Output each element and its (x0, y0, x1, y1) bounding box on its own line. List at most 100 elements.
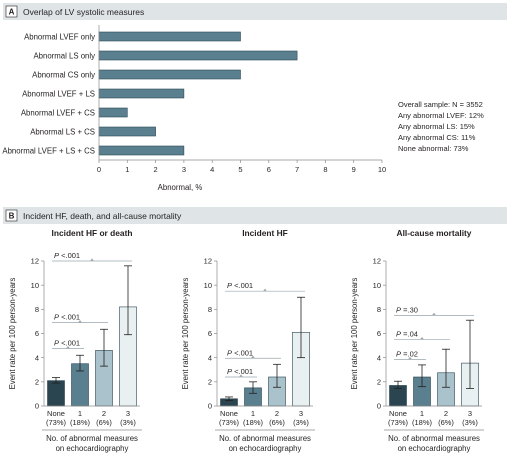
bar (98, 69, 241, 80)
x-category-label: None (220, 409, 238, 418)
bracket-marker (432, 312, 436, 316)
x-category-label: None (389, 409, 407, 418)
p-value-label: P <.001 (54, 339, 80, 348)
y-tick-label: 8 (377, 305, 381, 314)
bracket-marker (66, 346, 70, 349)
y-tick-label: 10 (373, 281, 381, 290)
panel-b-letter-box (5, 209, 18, 222)
x-axis-title-line: No. of abnormal measures (388, 434, 480, 443)
x-tick-label: 5 (238, 165, 242, 174)
panel-a-chart: Abnormal LVEF only Abnormal LS only Abnorm… (2, 25, 386, 174)
bracket-marker (263, 288, 267, 291)
x-tick-label: 6 (267, 165, 271, 174)
p-value-label: P =.02 (396, 349, 418, 358)
x-category-label: 3 (126, 409, 130, 418)
bar (98, 145, 185, 156)
x-category-label: 1 (420, 409, 424, 418)
p-value-label: P =.04 (396, 330, 418, 339)
bracket-marker (90, 258, 94, 261)
summary-line: None abnormal: 73% (398, 144, 469, 153)
x-tick-label: 3 (182, 165, 186, 174)
bar (98, 31, 241, 42)
bar (98, 107, 128, 118)
x-axis-title-line: on echocardiography (56, 444, 129, 453)
y-tick-label: 6 (377, 329, 381, 338)
y-tick-label: 4 (208, 353, 212, 362)
x-category-sublabel: (3%) (120, 418, 136, 427)
y-axis-label: Event rate per 100 person-years (8, 277, 17, 389)
x-category-sublabel: (73%) (46, 418, 67, 427)
x-category-label: 3 (299, 409, 303, 418)
y-axis-label: Event rate per 100 person-years (181, 277, 190, 389)
x-tick-label: 10 (378, 165, 386, 174)
panel-b-header: B Incident HF, death, and all-cause mort… (3, 207, 507, 224)
x-category-label: 2 (444, 409, 448, 418)
y-tick-label: 10 (204, 281, 212, 290)
x-category-sublabel: (18%) (70, 418, 91, 427)
bar (98, 50, 298, 61)
panel-a-header-band (3, 3, 507, 20)
bar-category-label: Abnormal LVEF only (24, 32, 95, 41)
y-tick-label: 0 (35, 402, 39, 411)
y-tick-label: 4 (377, 353, 381, 362)
y-tick-label: 12 (31, 257, 39, 266)
x-category-sublabel: (73%) (388, 418, 409, 427)
bar-category-label: Abnormal LS + CS (30, 127, 95, 136)
y-tick-label: 8 (208, 305, 212, 314)
panel-b-chart-mortality: All-cause mortality 0 2 4 6 8 10 12 Event rate p… (350, 228, 484, 453)
summary-line: Any abnormal LVEF: 12% (398, 111, 484, 120)
panel-a-header-text: Overlap of LV systolic measures (23, 7, 144, 17)
bar-category-label: Abnormal LVEF + LS (22, 89, 95, 98)
bracket-marker (239, 374, 243, 377)
panel-a-x-axis-label: Abnormal, % (158, 183, 203, 192)
p-value-label: P <.001 (54, 313, 80, 322)
y-tick-label: 10 (31, 281, 39, 290)
x-category-label: 2 (102, 409, 106, 418)
bracket-marker (420, 336, 424, 340)
p-value-label: P <.001 (54, 251, 80, 260)
x-axis-title-line: No. of abnormal measures (219, 434, 311, 443)
bracket-marker (251, 355, 255, 358)
panel-a-summary: Overall sample: N = 3552 Any abnormal LV… (398, 100, 484, 153)
bar (47, 380, 65, 407)
x-category-sublabel: (3%) (293, 418, 309, 427)
y-axis-label: Event rate per 100 person-years (350, 277, 359, 389)
panel-b-header-band (3, 207, 507, 224)
bracket-marker (408, 356, 412, 360)
summary-line: Any abnormal LS: 15% (398, 122, 475, 131)
y-tick-label: 8 (35, 305, 39, 314)
p-value-label: P <.001 (227, 348, 253, 357)
summary-line: Any abnormal CS: 11% (398, 133, 476, 142)
chart-title: Incident HF or death (52, 228, 133, 238)
y-tick-label: 2 (35, 377, 39, 386)
bar-category-label: Abnormal LVEF + CS (21, 108, 95, 117)
bar-category-label: Abnormal LVEF + LS + CS (2, 146, 95, 155)
panel-b-header-text: Incident HF, death, and all-cause mortal… (23, 211, 182, 221)
y-tick-label: 6 (208, 329, 212, 338)
x-tick-label: 2 (154, 165, 158, 174)
y-tick-label: 0 (377, 402, 381, 411)
x-axis-title-line: No. of abnormal measures (46, 434, 138, 443)
summary-line: Overall sample: N = 3552 (398, 100, 483, 109)
panel-a-letter: A (9, 8, 15, 17)
p-value-label: P =.30 (396, 305, 418, 314)
x-category-label: 1 (251, 409, 255, 418)
bracket-marker (78, 320, 82, 323)
y-tick-label: 12 (373, 257, 381, 266)
x-category-label: 3 (468, 409, 472, 418)
bar-category-label: Abnormal CS only (32, 70, 95, 79)
bar (98, 126, 156, 137)
x-axis-title-line: on echocardiography (229, 444, 302, 453)
y-tick-label: 6 (35, 329, 39, 338)
y-tick-label: 2 (208, 377, 212, 386)
p-value-label: P <.001 (227, 367, 253, 376)
x-category-sublabel: (18%) (243, 418, 264, 427)
x-category-sublabel: (6%) (96, 418, 112, 427)
panel-b-letter: B (9, 212, 15, 221)
chart-title: All-cause mortality (397, 228, 472, 238)
x-category-label: 1 (78, 409, 82, 418)
x-category-sublabel: (6%) (438, 418, 454, 427)
